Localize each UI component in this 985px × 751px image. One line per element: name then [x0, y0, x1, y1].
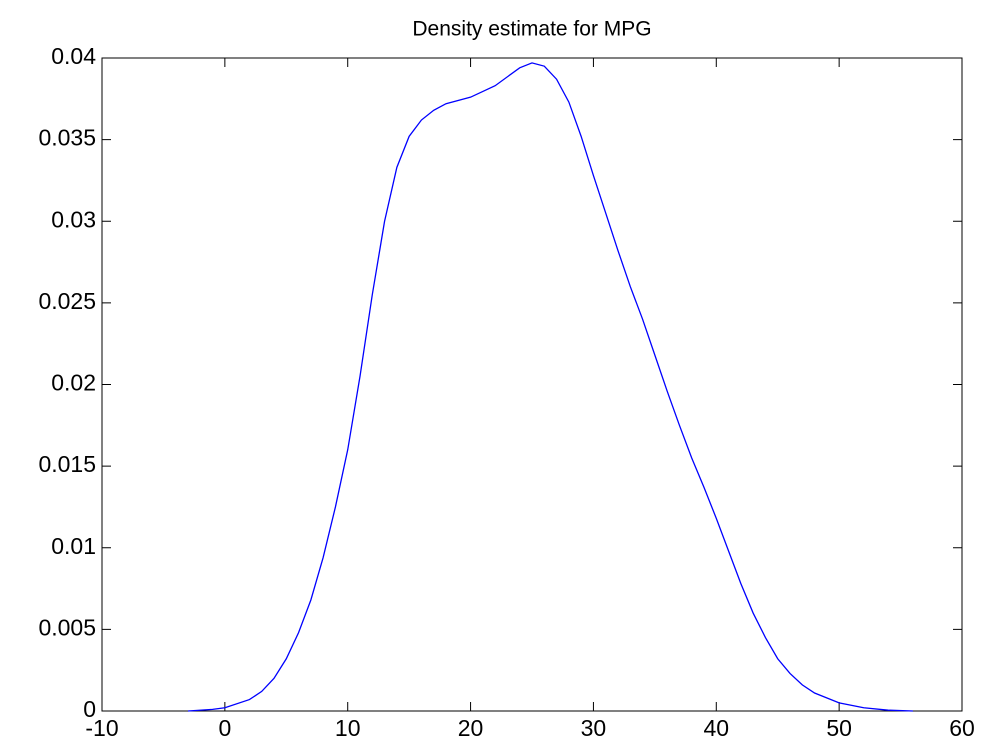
y-tick-label: 0.015 — [38, 451, 96, 477]
x-tick-label: 40 — [703, 715, 729, 741]
x-tick-label: 10 — [335, 715, 361, 741]
y-tick-label: 0.04 — [51, 43, 96, 69]
y-tick-label: 0.005 — [38, 614, 96, 640]
y-tick-label: 0.03 — [51, 206, 96, 232]
density-line — [187, 62, 913, 712]
y-tick-label: 0 — [83, 696, 96, 722]
x-tick-label: 0 — [218, 715, 231, 741]
chart-title: Density estimate for MPG — [412, 18, 651, 41]
x-tick-label: -10 — [85, 715, 118, 741]
y-tick-label: 0.035 — [38, 125, 96, 151]
y-tick-label: 0.02 — [51, 370, 96, 396]
x-tick-label: 60 — [949, 715, 975, 741]
y-tick-label: 0.025 — [38, 288, 96, 314]
x-tick-label: 50 — [826, 715, 852, 741]
y-tick-label: 0.01 — [51, 533, 96, 559]
x-tick-label: 20 — [458, 715, 484, 741]
x-tick-label: 30 — [581, 715, 607, 741]
plot-box — [101, 57, 963, 712]
